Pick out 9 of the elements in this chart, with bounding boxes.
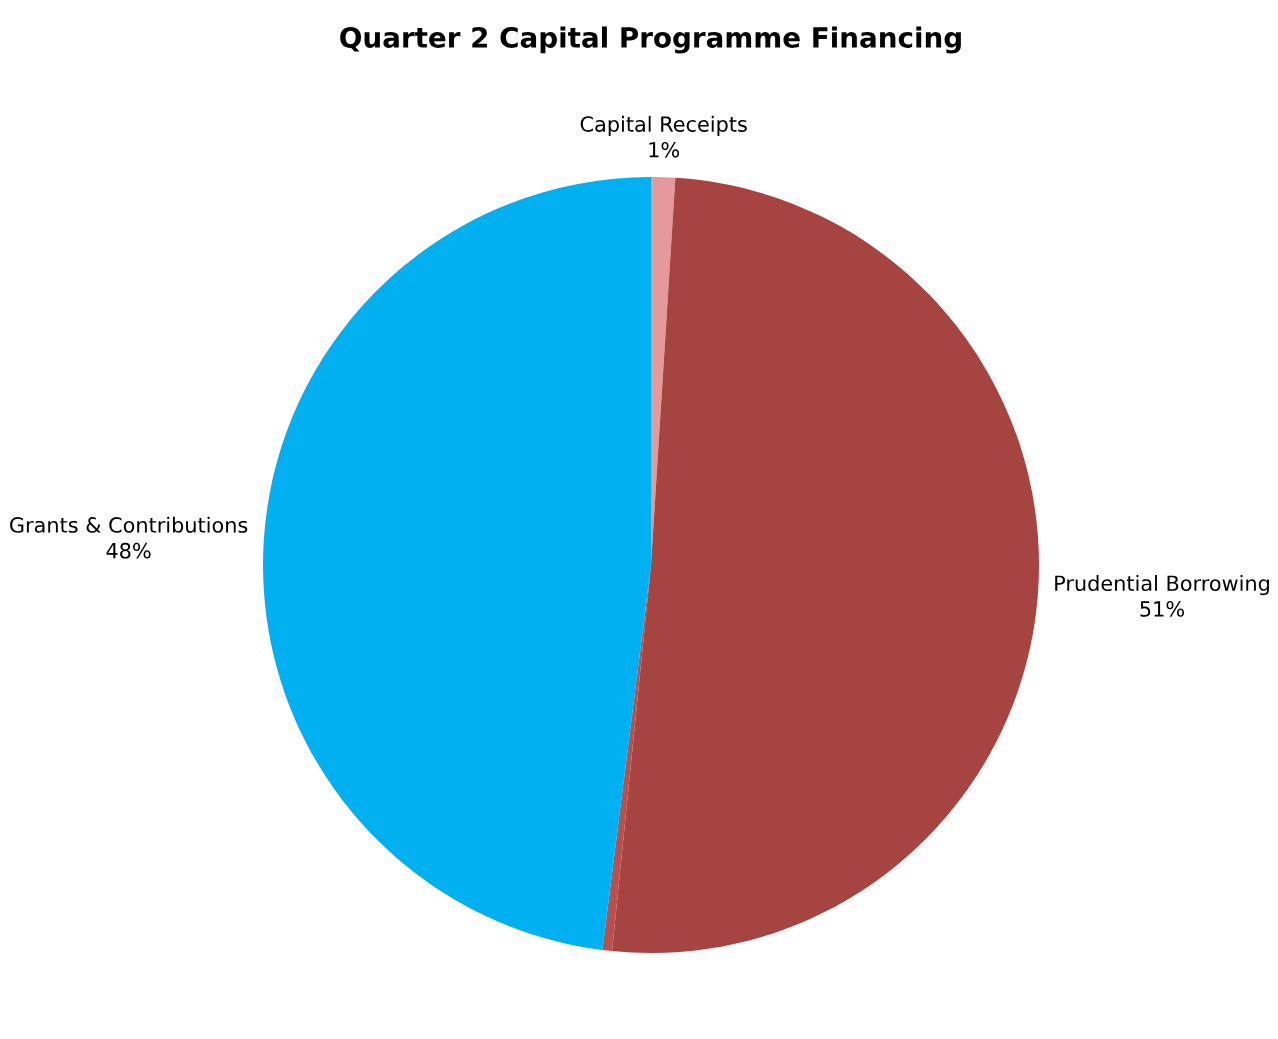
slice-label: Prudential Borrowing (1055, 574, 1269, 596)
pie-slice (263, 177, 651, 950)
data-label: 51% (1140, 601, 1185, 617)
data-label: 48% (106, 542, 151, 559)
slice-label: Grants & Contributions (10, 516, 248, 533)
pie-slice (612, 177, 1039, 953)
data-label: 1% (649, 141, 680, 158)
chart-title: Quarter 2 Capital Programme Financing (340, 26, 961, 54)
slice-label: Capital Receipts (580, 115, 747, 136)
